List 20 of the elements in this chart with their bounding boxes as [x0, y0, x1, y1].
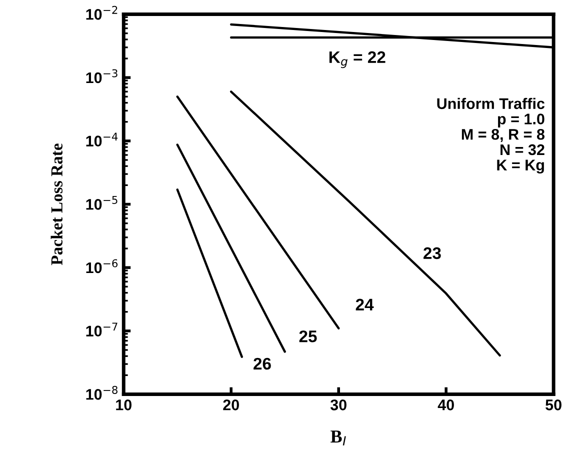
series-label: 26: [254, 358, 271, 370]
x-tick-label: 50: [546, 400, 562, 410]
series-label: 23: [424, 247, 441, 260]
annotation: Uniform Traffic p = 1.0 M = 8, R = 8 N = 32 K = Kg: [437, 98, 545, 174]
x-tick-label: 20: [223, 400, 239, 410]
y-tick-label: 10$^{−8}$: [86, 386, 118, 400]
y-tick-label: 10$^{−3}$: [86, 69, 118, 84]
series-label: 24: [356, 298, 374, 310]
series-label: K$_{g}$ = 22: [329, 51, 386, 68]
y-tick-label: 10$^{−2}$: [86, 6, 118, 20]
series-label: 25: [299, 330, 317, 342]
y-tick-label: 10$^{−6}$: [86, 259, 118, 274]
x-axis-title: B$_{I}$: [330, 430, 346, 446]
y-tick-label: 10$^{−7}$: [86, 322, 118, 336]
y-tick-label: 10$^{−5}$: [86, 196, 118, 210]
x-tick-label: 10: [116, 400, 132, 410]
x-tick-label: 30: [330, 400, 346, 410]
y-axis-title: Packet Loss Rate: [50, 144, 62, 266]
x-tick-label: 40: [438, 400, 454, 410]
y-tick-label: 10$^{−4}$: [86, 132, 118, 146]
